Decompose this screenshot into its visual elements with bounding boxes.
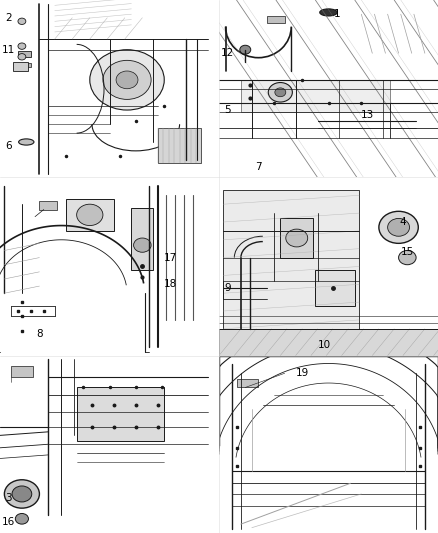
Ellipse shape — [18, 139, 34, 145]
Bar — [18, 63, 31, 68]
Text: 15: 15 — [401, 247, 414, 257]
Circle shape — [18, 43, 26, 50]
Bar — [315, 270, 355, 305]
Bar — [223, 190, 359, 329]
FancyBboxPatch shape — [237, 378, 258, 387]
Circle shape — [240, 45, 251, 54]
Circle shape — [286, 229, 307, 247]
Bar — [131, 208, 153, 270]
Circle shape — [103, 60, 151, 99]
Text: 17: 17 — [164, 253, 177, 263]
Circle shape — [134, 238, 151, 252]
Text: 10: 10 — [318, 340, 331, 350]
Circle shape — [388, 219, 410, 236]
FancyBboxPatch shape — [66, 199, 114, 231]
Circle shape — [116, 71, 138, 88]
Circle shape — [275, 88, 286, 96]
FancyBboxPatch shape — [39, 200, 57, 209]
Ellipse shape — [320, 9, 337, 16]
Bar — [13, 62, 28, 71]
FancyBboxPatch shape — [11, 366, 33, 377]
Text: 8: 8 — [36, 329, 43, 339]
Text: 2: 2 — [5, 13, 12, 23]
Text: 9: 9 — [224, 283, 231, 293]
Text: 7: 7 — [255, 162, 262, 172]
Circle shape — [4, 480, 39, 508]
Text: 12: 12 — [221, 49, 234, 58]
Circle shape — [12, 486, 32, 502]
Text: 6: 6 — [5, 141, 12, 150]
Circle shape — [90, 50, 164, 110]
Bar — [18, 51, 31, 57]
Circle shape — [15, 513, 28, 524]
Circle shape — [18, 18, 26, 25]
Bar — [158, 128, 201, 163]
Circle shape — [268, 83, 293, 102]
Text: 13: 13 — [361, 110, 374, 120]
FancyBboxPatch shape — [267, 16, 285, 23]
Bar — [77, 387, 164, 441]
Circle shape — [399, 251, 416, 265]
Text: 5: 5 — [224, 105, 231, 115]
Circle shape — [77, 204, 103, 225]
Text: 18: 18 — [164, 279, 177, 289]
Text: 1: 1 — [334, 9, 341, 19]
Circle shape — [18, 54, 26, 60]
Circle shape — [379, 211, 418, 244]
Bar — [280, 219, 313, 257]
Text: 3: 3 — [5, 492, 12, 503]
Text: 11: 11 — [2, 45, 15, 55]
Text: 19: 19 — [296, 368, 309, 378]
Text: 16: 16 — [2, 518, 15, 527]
Bar — [241, 80, 390, 112]
Bar — [219, 329, 438, 356]
Text: 4: 4 — [399, 217, 406, 227]
